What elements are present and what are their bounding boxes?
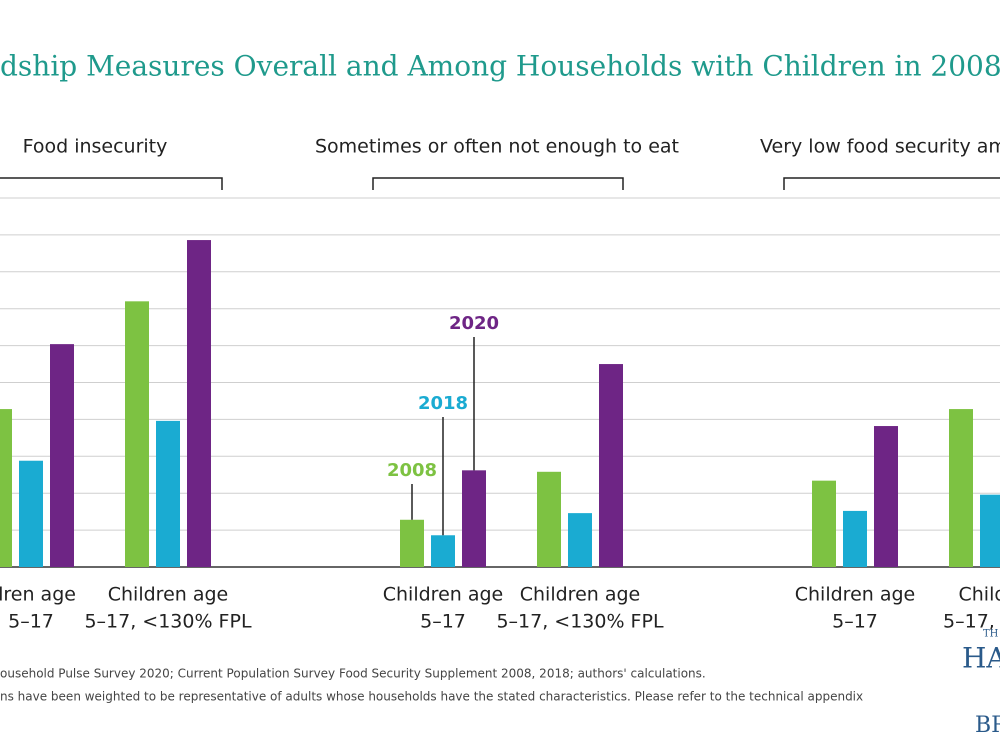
x-tick-label: ldren age	[0, 584, 76, 606]
group-label: Very low food security am	[760, 136, 1000, 158]
group-label: Sometimes or often not enough to eat	[315, 136, 679, 158]
group-label: Food insecurity	[23, 136, 168, 158]
bar	[812, 480, 836, 567]
x-tick-label: 5–17, <13	[943, 611, 1000, 633]
x-tick-label: Children age	[520, 584, 641, 606]
x-tick-label: 5–17	[832, 611, 878, 633]
logo: BR	[975, 713, 1000, 738]
bar	[874, 426, 898, 567]
bracket	[372, 177, 624, 190]
x-tick-label: Children age	[383, 584, 504, 606]
bracket	[0, 177, 223, 190]
bar	[949, 409, 973, 567]
legend-label: 2020	[449, 313, 499, 334]
bar	[187, 240, 211, 568]
x-tick-label: 5–17, <130% FPL	[496, 611, 664, 633]
bracket	[783, 177, 1000, 190]
bar	[980, 494, 1000, 567]
bar	[537, 471, 561, 567]
bar	[431, 535, 455, 567]
bar	[19, 460, 43, 567]
source-note: ousehold Pulse Survey 2020; Current Popu…	[0, 667, 706, 681]
method-note: ns have been weighted to be representati…	[0, 690, 863, 704]
x-tick-label: Children age	[795, 584, 916, 606]
bar	[843, 510, 867, 567]
logo: TH	[983, 629, 999, 640]
x-tick-label: 5–17, <130% FPL	[84, 611, 252, 633]
logo: HA	[962, 642, 1000, 675]
bar	[599, 364, 623, 567]
legend-label: 2018	[418, 393, 468, 414]
bar	[125, 301, 149, 567]
bar	[462, 470, 486, 567]
chart-title: dship Measures Overall and Among Househo…	[0, 50, 1000, 83]
bar	[400, 519, 424, 567]
bar	[0, 409, 12, 567]
bar	[50, 344, 74, 567]
x-tick-label: Children age	[108, 584, 229, 606]
x-tick-label: Childre	[958, 584, 1000, 606]
bar	[156, 420, 180, 567]
x-tick-label: 5–17	[420, 611, 466, 633]
bar	[568, 513, 592, 567]
legend-label: 2008	[387, 460, 437, 481]
x-tick-label: 5–17	[8, 611, 54, 633]
